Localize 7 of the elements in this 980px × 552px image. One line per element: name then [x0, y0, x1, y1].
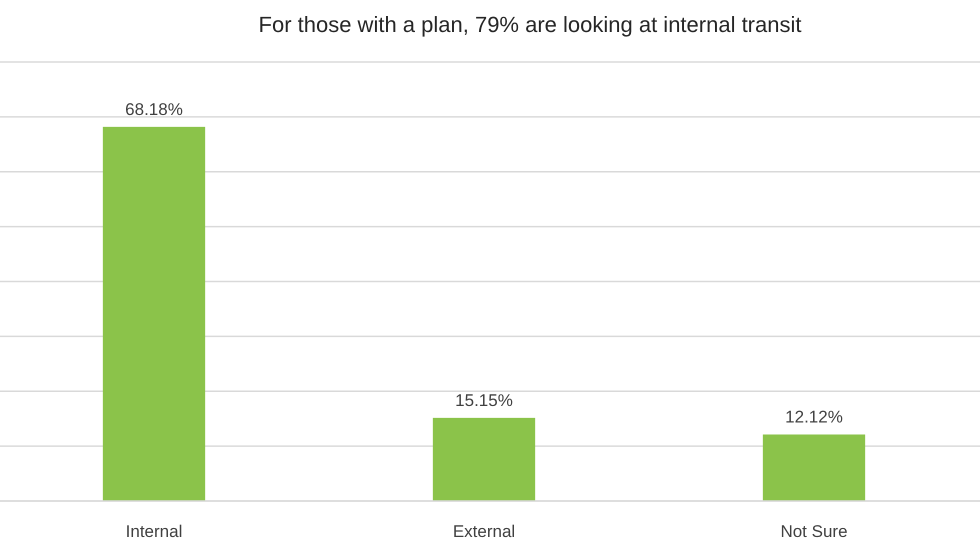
- x-tick-label: External: [452, 522, 516, 541]
- x-tick-label: Not Sure: [780, 522, 848, 541]
- data-label: 68.18%: [125, 100, 183, 119]
- data-label: 15.15%: [455, 390, 513, 410]
- data-label: 12.12%: [785, 407, 843, 426]
- chart-title: For those with a plan, 79% are looking at internal transit: [258, 12, 802, 37]
- x-tick-label: Internal: [126, 522, 182, 541]
